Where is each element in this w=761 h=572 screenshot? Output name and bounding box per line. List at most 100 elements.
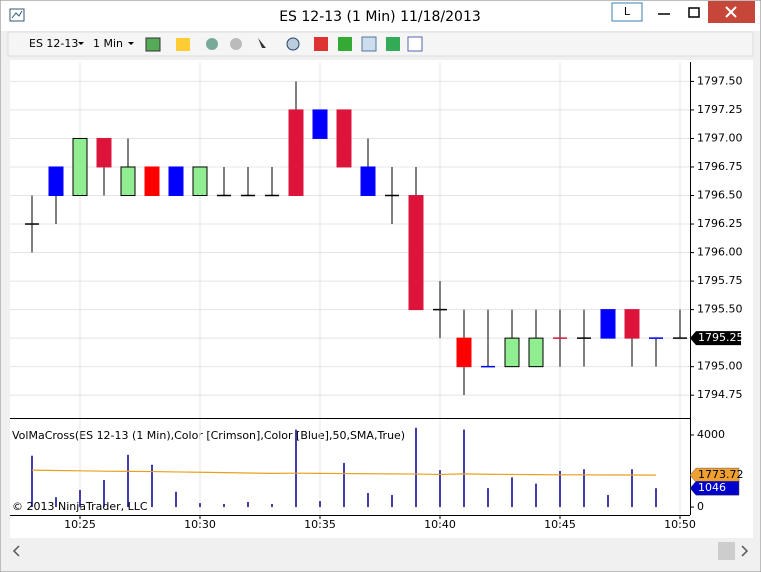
volume-bar — [607, 494, 609, 508]
y-tick-label: 1796.75 — [697, 160, 743, 173]
y-tick-label: 1796.00 — [697, 246, 743, 259]
value-marker — [689, 480, 740, 496]
volume-bar — [559, 471, 561, 508]
value-marker — [689, 467, 740, 483]
plot: 1794.75 1795.00 1795.25 1795.50 1795.75 1796.… — [10, 62, 744, 531]
volume-bar — [223, 504, 225, 508]
y-tick-label: 1795.00 — [697, 360, 743, 373]
candle-body — [96, 137, 112, 168]
maximize-button[interactable] — [688, 7, 700, 18]
volume-bar — [295, 429, 297, 508]
candle-body — [456, 337, 472, 368]
candle-body — [336, 109, 352, 168]
volume-bar — [343, 462, 345, 508]
dropdown-arrow[interactable] — [128, 42, 134, 45]
dropdown-arrow[interactable] — [78, 42, 84, 45]
snap-icon[interactable] — [206, 38, 218, 50]
volume-bar — [511, 477, 513, 508]
volume-bar — [391, 494, 393, 508]
volume-bar — [151, 464, 153, 508]
volume-bar — [175, 491, 177, 508]
volume-bar — [487, 488, 489, 508]
price-marker-label: 1795.25 — [698, 331, 744, 344]
candle-body — [120, 166, 136, 197]
instrument-selector[interactable]: ES 12-13 — [29, 37, 78, 50]
y-tick-label: 1796.50 — [697, 189, 743, 202]
close-icon[interactable] — [725, 6, 737, 18]
dollar-icon[interactable] — [386, 37, 400, 51]
x-tick-label: 10:45 — [544, 518, 576, 531]
y-tick-label: 1797.50 — [697, 74, 743, 87]
chart-style-icon[interactable] — [145, 37, 161, 52]
volume-bar — [367, 493, 369, 508]
candle-body — [144, 166, 160, 197]
candle-body — [288, 109, 304, 196]
volume-bar — [271, 504, 273, 508]
toolbar — [7, 31, 754, 57]
volume-bar — [655, 488, 657, 508]
indicator-icon[interactable] — [338, 37, 352, 51]
volume-bar — [55, 497, 57, 508]
volume-bar — [319, 501, 321, 508]
volume-bar — [199, 503, 201, 508]
volume-bar — [127, 454, 129, 508]
window-title: ES 12-13 (1 Min) 11/18/2013 — [279, 9, 481, 25]
candle-body — [624, 309, 640, 339]
volume-bar — [31, 455, 33, 508]
volume-bar — [631, 469, 633, 508]
scroll-left[interactable] — [12, 545, 20, 557]
volume-bar — [463, 429, 465, 508]
volume-bar — [415, 427, 417, 508]
draw-icon[interactable] — [176, 38, 190, 51]
x-tick-label: 10:40 — [424, 518, 456, 531]
y-tick-label: 1795.75 — [697, 274, 743, 287]
toolbar-icons[interactable] — [145, 36, 423, 52]
value-marker-label: 1046 — [698, 481, 726, 494]
candle-body — [312, 109, 328, 139]
candle-body — [48, 166, 64, 197]
scroll-thumb[interactable] — [718, 542, 735, 560]
candle-body — [504, 337, 520, 368]
indicator-label: VolMaCross(ES 12-13 (1 Min),Color [Crims… — [12, 429, 405, 442]
zoom-icon[interactable] — [286, 37, 300, 51]
properties-icon[interactable] — [407, 36, 423, 52]
scrollbar[interactable] — [10, 540, 753, 562]
candle-body — [408, 195, 424, 311]
x-tick-label: 10:30 — [184, 518, 216, 531]
volume-bar — [103, 480, 105, 508]
scroll-right[interactable] — [741, 545, 749, 557]
cursor-icon[interactable] — [258, 38, 266, 48]
price-marker — [690, 331, 741, 346]
y-tick-label: 0 — [697, 500, 704, 513]
volume-bar — [535, 483, 537, 508]
link-button-label[interactable]: L — [624, 5, 631, 18]
candle-body — [360, 166, 376, 197]
candle-body — [528, 337, 544, 368]
candle-body — [168, 166, 184, 197]
y-tick-label: 1794.75 — [697, 388, 743, 401]
bars-icon[interactable] — [314, 37, 328, 51]
value-marker-label: 1773.72 — [698, 468, 744, 481]
y-tick-label: 1797.00 — [697, 131, 743, 144]
interval-selector[interactable]: 1 Min — [93, 37, 123, 50]
y-tick-label: 1797.25 — [697, 103, 743, 116]
sma-line — [31, 469, 657, 476]
y-tick-label: 1795.50 — [697, 303, 743, 316]
strategy-icon[interactable] — [361, 36, 377, 52]
link-button[interactable] — [611, 2, 643, 22]
candle-body — [72, 137, 88, 196]
volume-bar — [439, 470, 441, 508]
app-icon — [9, 8, 25, 22]
x-tick-label: 10:25 — [64, 518, 96, 531]
snap-off-icon[interactable] — [230, 38, 242, 50]
x-tick-label: 10:35 — [304, 518, 336, 531]
y-tick-label: 4000 — [697, 428, 725, 441]
candle-body — [600, 309, 616, 339]
volume-bar — [79, 489, 81, 508]
app-icon-line — [11, 10, 23, 19]
volume-bar — [247, 502, 249, 508]
x-tick-label: 10:50 — [664, 518, 696, 531]
y-tick-label: 1796.25 — [697, 217, 743, 230]
candle-body — [192, 166, 208, 197]
